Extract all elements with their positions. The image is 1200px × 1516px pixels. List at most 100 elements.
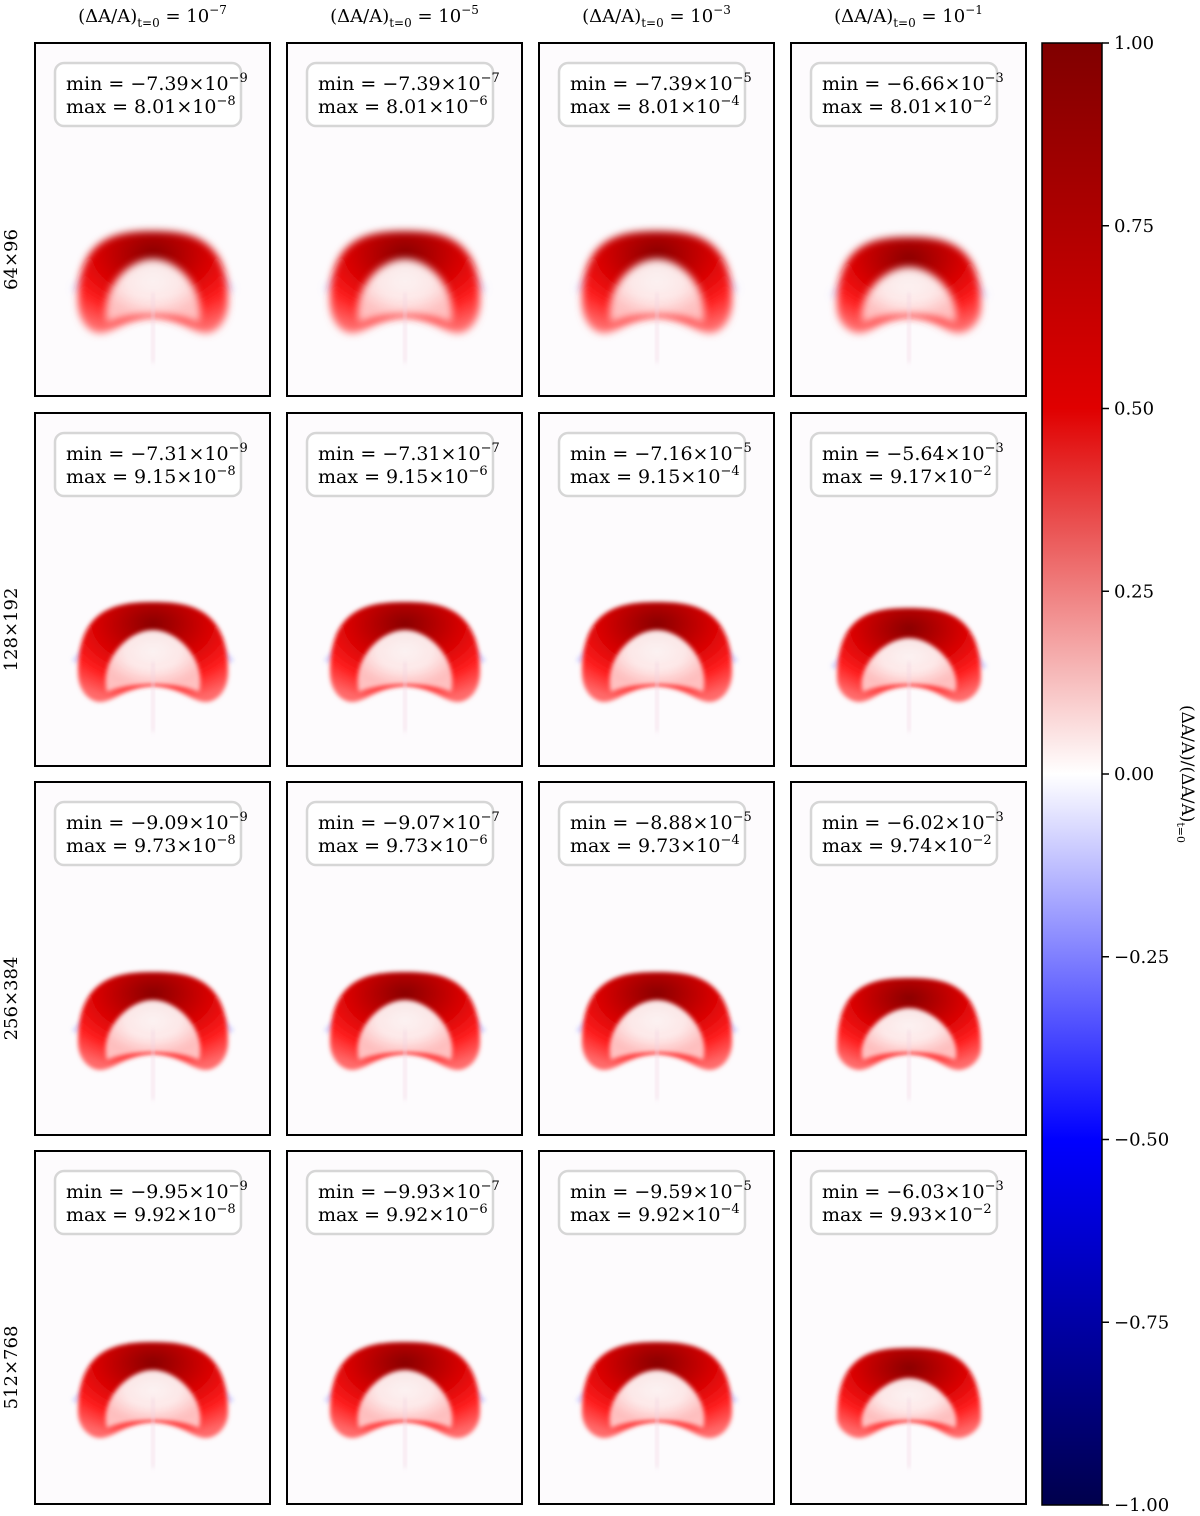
blob-stem <box>907 1398 911 1468</box>
stat-min: min = −9.95×10−9 <box>66 1179 248 1203</box>
stats-box <box>557 800 747 867</box>
panel-frame <box>790 781 1027 1136</box>
stat-max: max = 9.15×10−4 <box>570 464 740 488</box>
stat-min: min = −9.93×10−7 <box>318 1179 500 1203</box>
stats-box <box>557 431 747 498</box>
stat-min: min = −7.39×10−5 <box>570 71 752 95</box>
colorbar-tick-label: 1.00 <box>1114 33 1154 54</box>
stats-box <box>557 61 747 128</box>
stat-min: min = −9.07×10−7 <box>318 810 500 834</box>
stat-max: max = 9.15×10−6 <box>318 464 488 488</box>
stats-box <box>305 431 495 498</box>
stat-min: min = −6.03×10−3 <box>822 1179 1004 1203</box>
panel-frame <box>286 42 523 397</box>
panel-frame <box>538 1150 775 1505</box>
panel-frame <box>538 781 775 1136</box>
stat-min: min = −7.16×10−5 <box>570 441 752 465</box>
panel-frame <box>34 1150 271 1505</box>
panel-frame <box>538 412 775 767</box>
blob-stem <box>907 662 911 732</box>
blob-core <box>105 630 201 692</box>
row-label-1: 64×96 <box>1 229 22 290</box>
colorbar-gradient <box>1041 42 1103 1506</box>
blob-core <box>609 259 705 323</box>
colorbar-tick-label: 0.00 <box>1114 764 1154 785</box>
stat-min: min = −6.02×10−3 <box>822 810 1004 834</box>
stat-max: max = 9.92×10−6 <box>318 1202 488 1226</box>
colorbar-tick-label: −0.50 <box>1114 1130 1169 1151</box>
blob-core <box>357 630 453 692</box>
stats-box <box>53 431 243 498</box>
stats-box <box>809 61 999 128</box>
stats-box <box>305 61 495 128</box>
stat-min: min = −9.59×10−5 <box>570 1179 752 1203</box>
colorbar-tick-label: 0.25 <box>1114 581 1154 602</box>
stats-box <box>305 800 495 867</box>
panel-frame <box>790 412 1027 767</box>
stat-max: max = 8.01×10−4 <box>570 94 740 118</box>
stats-box <box>305 1169 495 1236</box>
stat-max: max = 9.73×10−8 <box>66 833 236 857</box>
blob-stem <box>907 293 911 363</box>
blob-core <box>105 259 201 323</box>
column-title-1: (ΔA/A)t=0 = 10−7 <box>78 3 227 30</box>
row-label-3: 256×384 <box>1 957 22 1041</box>
row-label-4: 512×768 <box>1 1326 22 1410</box>
stat-min: min = −7.39×10−7 <box>318 71 500 95</box>
stat-min: min = −9.09×10−9 <box>66 810 248 834</box>
column-title-4: (ΔA/A)t=0 = 10−1 <box>834 3 983 30</box>
stat-max: max = 9.73×10−6 <box>318 833 488 857</box>
stats-box <box>53 1169 243 1236</box>
colorbar-tick-label: −1.00 <box>1114 1495 1169 1516</box>
stat-min: min = −7.31×10−9 <box>66 441 248 465</box>
stat-max: max = 9.15×10−8 <box>66 464 236 488</box>
blob-stem <box>403 293 407 363</box>
stats-box <box>809 1169 999 1236</box>
colorbar: 1.00 0.75 0.50 0.25 0.00 −0.25 −0.50 −0.75 −1.00… <box>1041 33 1197 1516</box>
stats-box <box>53 61 243 128</box>
colorbar-tick-label: −0.25 <box>1114 947 1169 968</box>
panel-frame <box>34 412 271 767</box>
stat-max: max = 9.74×10−2 <box>822 833 992 857</box>
stat-max: max = 9.93×10−2 <box>822 1202 992 1226</box>
stats-box <box>53 800 243 867</box>
blob-stem <box>655 293 659 363</box>
blob-stem <box>907 1030 911 1100</box>
blob-stem <box>655 1030 659 1100</box>
stat-min: min = −7.39×10−9 <box>66 71 248 95</box>
blob-stem <box>403 1030 407 1100</box>
stat-max: max = 9.92×10−4 <box>570 1202 740 1226</box>
stat-min: min = −5.64×10−3 <box>822 441 1004 465</box>
blob-core <box>357 259 453 323</box>
blob-stem <box>403 1398 407 1468</box>
blob-stem <box>655 1398 659 1468</box>
stats-box <box>809 800 999 867</box>
stats-box <box>809 431 999 498</box>
colorbar-tick-label: 0.75 <box>1114 216 1154 237</box>
stat-min: min = −6.66×10−3 <box>822 71 1004 95</box>
stat-max: max = 9.73×10−4 <box>570 833 740 857</box>
blob-core <box>609 630 705 692</box>
blob-stem <box>151 1030 155 1100</box>
column-title-2: (ΔA/A)t=0 = 10−5 <box>330 3 479 30</box>
panel-frame <box>286 412 523 767</box>
stat-max: max = 8.01×10−6 <box>318 94 488 118</box>
column-title-3: (ΔA/A)t=0 = 10−3 <box>582 3 731 30</box>
row-label-2: 128×192 <box>1 588 22 672</box>
blob-stem <box>151 293 155 363</box>
colorbar-tick-label: −0.75 <box>1114 1312 1169 1333</box>
panel-frame <box>790 1150 1027 1505</box>
